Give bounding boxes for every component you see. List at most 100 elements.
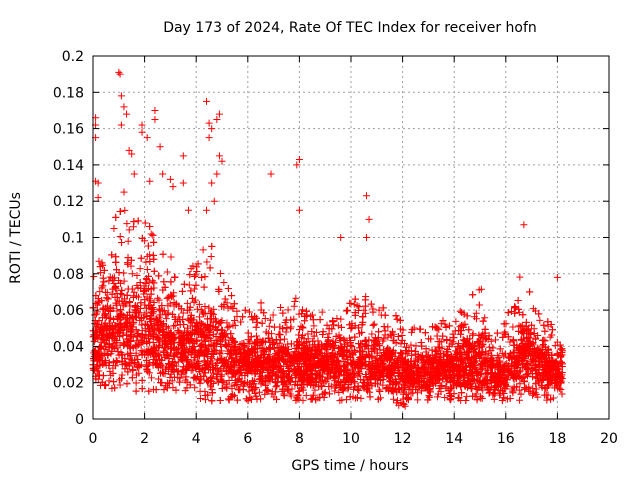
data-point: [128, 270, 136, 278]
data-point: [216, 270, 224, 278]
data-point: [290, 315, 298, 323]
data-point: [390, 395, 398, 403]
data-point: [477, 360, 485, 368]
data-point: [141, 219, 149, 227]
data-point: [479, 386, 487, 394]
data-point: [490, 395, 498, 403]
data-point: [150, 267, 158, 275]
data-point: [111, 362, 119, 370]
data-point: [291, 297, 299, 305]
data-point: [206, 264, 214, 272]
data-point: [268, 330, 276, 338]
data-point: [456, 307, 464, 315]
data-point: [401, 402, 409, 410]
data-point: [169, 310, 177, 318]
data-point: [449, 330, 457, 338]
data-point: [532, 335, 540, 343]
data-point: [294, 338, 302, 346]
data-point: [329, 337, 337, 345]
data-point: [161, 344, 169, 352]
data-point: [318, 308, 326, 316]
data-point: [485, 332, 493, 340]
data-point: [154, 375, 162, 383]
data-point: [94, 320, 102, 328]
data-point: [233, 396, 241, 404]
data-point: [203, 376, 211, 384]
data-point: [110, 315, 118, 323]
data-point: [176, 378, 184, 386]
data-point: [333, 314, 341, 322]
data-point: [529, 305, 537, 313]
data-point: [469, 331, 477, 339]
data-point: [191, 384, 199, 392]
data-point: [185, 281, 193, 289]
data-point: [113, 307, 121, 315]
data-point: [111, 384, 119, 392]
data-point: [451, 377, 459, 385]
data-point: [146, 314, 154, 322]
data-point: [223, 299, 231, 307]
data-point: [418, 387, 426, 395]
data-point: [348, 365, 356, 373]
data-point: [459, 336, 467, 344]
data-point: [400, 377, 408, 385]
data-point: [255, 388, 263, 396]
data-point: [120, 277, 128, 285]
data-point: [253, 318, 261, 326]
data-point: [516, 396, 524, 404]
data-point: [233, 381, 241, 389]
data-point: [179, 309, 187, 317]
data-point: [227, 393, 235, 401]
data-point: [495, 391, 503, 399]
data-point: [379, 337, 387, 345]
chart-title: Day 173 of 2024, Rate Of TEC Index for r…: [163, 20, 537, 36]
data-point: [269, 338, 277, 346]
data-point: [487, 337, 495, 345]
data-point: [199, 246, 207, 254]
data-point: [146, 251, 154, 259]
data-point: [158, 302, 166, 310]
data-point: [190, 285, 198, 293]
data-point: [128, 356, 136, 364]
data-point: [509, 323, 517, 331]
data-point: [325, 366, 333, 374]
data-point: [335, 331, 343, 339]
data-point: [481, 314, 489, 322]
data-point: [549, 326, 557, 334]
data-point: [313, 328, 321, 336]
data-point: [299, 323, 307, 331]
data-point: [231, 317, 239, 325]
data-point: [109, 369, 117, 377]
data-point: [214, 336, 222, 344]
data-point: [435, 376, 443, 384]
data-point: [189, 262, 197, 270]
data-point: [368, 330, 376, 338]
data-point: [110, 225, 118, 233]
data-point: [356, 347, 364, 355]
data-point: [446, 322, 454, 330]
data-point: [399, 390, 407, 398]
data-point: [353, 394, 361, 402]
data-point: [457, 330, 465, 338]
data-point: [205, 327, 213, 335]
data-point: [193, 305, 201, 313]
data-point: [517, 390, 525, 398]
data-point: [228, 292, 236, 300]
data-point: [127, 352, 135, 360]
data-point: [138, 234, 146, 242]
data-point: [287, 323, 295, 331]
data-point: [504, 362, 512, 370]
data-point: [472, 390, 480, 398]
data-point: [149, 332, 157, 340]
data-point: [291, 348, 299, 356]
data-point: [548, 352, 556, 360]
data-point: [465, 326, 473, 334]
data-point: [105, 377, 113, 385]
data-point: [532, 380, 540, 388]
data-point: [396, 354, 404, 362]
data-point: [249, 316, 257, 324]
data-point: [163, 268, 171, 276]
data-point: [100, 339, 108, 347]
data-point: [375, 306, 383, 314]
